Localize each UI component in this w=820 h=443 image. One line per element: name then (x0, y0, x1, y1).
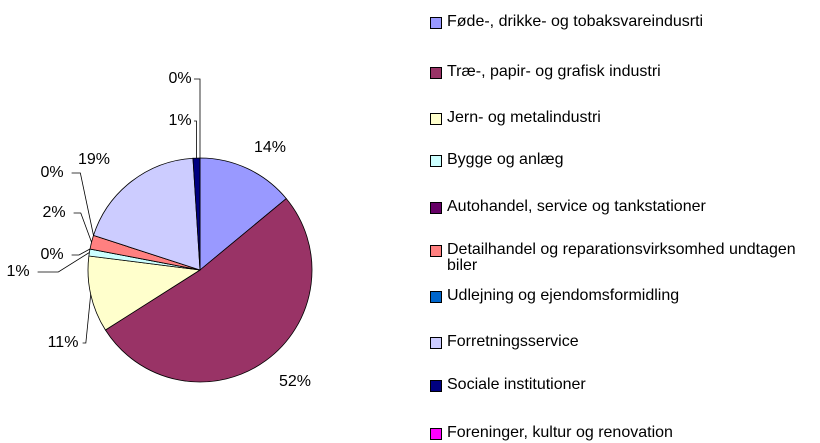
legend-swatch (430, 113, 442, 125)
legend-swatch (430, 17, 442, 29)
legend-label: Detailhandel og reparationsvirksomhed un… (447, 241, 796, 274)
data-label: 1% (168, 112, 191, 129)
legend-label: Foreninger, kultur og renovation (447, 424, 673, 441)
data-label: 52% (279, 373, 311, 390)
legend-label: Autohandel, service og tankstationer (447, 198, 706, 215)
legend-swatch (430, 428, 442, 440)
leader-line (82, 294, 92, 344)
data-label: 19% (78, 151, 110, 168)
legend-swatch (430, 202, 442, 214)
legend-label: Forretningsservice (447, 333, 579, 350)
data-label: 0% (40, 164, 63, 181)
leader-line (71, 172, 94, 236)
legend-item: Bygge og anlæg (430, 152, 564, 168)
data-label: 1% (6, 263, 29, 280)
legend-item: Føde-, drikke- og tobaksvareindusrti (430, 14, 703, 30)
legend-label: Sociale institutioner (447, 376, 586, 393)
legend-item: Udlejning og ejendomsformidling (430, 288, 679, 304)
pie-slice (92, 157, 201, 271)
legend-item: Jern- og metalindustri (430, 110, 601, 126)
legend-swatch (430, 155, 442, 167)
legend-label: Udlejning og ejendomsformidling (447, 287, 680, 304)
leader-line (194, 78, 201, 158)
data-label: 2% (42, 204, 65, 221)
legend-item: Træ-, papir- og grafisk industri (430, 64, 661, 80)
legend-swatch (430, 337, 442, 349)
leader-line (37, 252, 90, 273)
legend-label: Jern- og metalindustri (447, 109, 601, 126)
legend-swatch (430, 380, 442, 392)
leader-line (73, 212, 92, 243)
legend-label: Føde-, drikke- og tobaksvareindusrti (447, 13, 704, 30)
data-label: 0% (168, 70, 191, 87)
pie-slice (87, 255, 202, 331)
leader-line (71, 248, 91, 256)
legend-item: Forretningsservice (430, 334, 579, 350)
legend-item: Autohandel, service og tankstationer (430, 199, 706, 215)
legend: Føde-, drikke- og tobaksvareindusrti Træ-… (430, 0, 810, 443)
legend-label: Bygge og anlæg (447, 151, 564, 168)
legend-item: Foreninger, kultur og renovation (430, 425, 673, 441)
pie-slice (104, 198, 313, 383)
pie-slice (199, 157, 287, 271)
legend-item: Detailhandel og reparationsvirksomhed un… (430, 242, 799, 274)
legend-item: Sociale institutioner (430, 377, 586, 393)
legend-swatch (430, 245, 442, 257)
data-label: 0% (40, 246, 63, 263)
data-label: 11% (48, 334, 79, 351)
data-label: 14% (254, 139, 286, 156)
legend-swatch (430, 67, 442, 79)
legend-label: Træ-, papir- og grafisk industri (447, 63, 661, 80)
legend-swatch (430, 291, 442, 303)
leader-line (194, 120, 197, 159)
